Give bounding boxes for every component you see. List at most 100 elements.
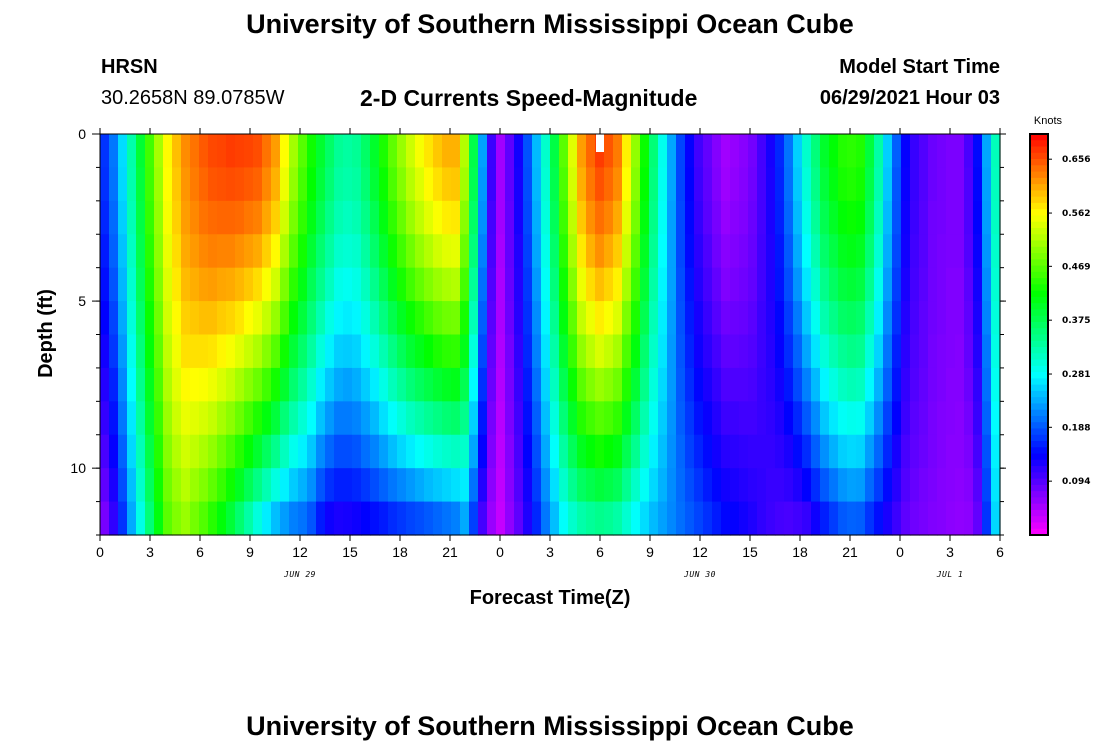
heatmap-cell — [307, 167, 317, 202]
heatmap-cell — [442, 434, 452, 469]
heatmap-cell — [271, 401, 281, 436]
heatmap-cell — [460, 301, 470, 336]
heatmap-cell — [154, 167, 164, 202]
heatmap-cell — [613, 200, 623, 235]
heatmap-cell — [640, 134, 650, 169]
heatmap-cell — [991, 367, 1001, 402]
heatmap-cell — [946, 434, 956, 469]
heatmap-cell — [523, 234, 533, 269]
heatmap-cell — [244, 301, 254, 336]
heatmap-cell — [244, 234, 254, 269]
colorbar-swatch — [1030, 365, 1048, 373]
heatmap-cell — [568, 468, 578, 503]
heatmap-cell — [586, 434, 596, 469]
heatmap-cell — [415, 401, 425, 436]
heatmap-cell — [910, 167, 920, 202]
heatmap-cell — [829, 501, 839, 536]
heatmap-cell — [901, 301, 911, 336]
heatmap-cell — [991, 334, 1001, 369]
heatmap-cell — [595, 434, 605, 469]
heatmap-cell — [757, 401, 767, 436]
colorbar-swatch — [1030, 321, 1048, 329]
colorbar-unit-label: Knots — [1034, 115, 1063, 127]
heatmap-cell — [325, 301, 335, 336]
heatmap-cell — [703, 401, 713, 436]
heatmap-cell — [568, 234, 578, 269]
colorbar-swatch — [1030, 140, 1048, 148]
heatmap-cell — [289, 334, 299, 369]
heatmap-cell — [955, 134, 965, 169]
heatmap-cell — [784, 200, 794, 235]
heatmap-cell — [820, 401, 830, 436]
heatmap-cell — [496, 301, 506, 336]
heatmap-cell — [424, 401, 434, 436]
heatmap-cell — [685, 334, 695, 369]
colorbar-swatch — [1030, 309, 1048, 317]
heatmap-cell — [766, 134, 776, 169]
heatmap-cell — [532, 401, 542, 436]
heatmap-cell — [199, 434, 209, 469]
heatmap-cell — [694, 434, 704, 469]
heatmap-cell — [154, 501, 164, 536]
heatmap-cell — [550, 234, 560, 269]
heatmap-cell — [793, 334, 803, 369]
heatmap-cell — [730, 401, 740, 436]
colorbar-swatch — [1030, 384, 1048, 392]
heatmap-cell — [676, 468, 686, 503]
heatmap-cell — [334, 367, 344, 402]
heatmap-cell — [388, 434, 398, 469]
heatmap-cell — [199, 167, 209, 202]
heatmap-cell — [208, 501, 218, 536]
heatmap-cell — [577, 501, 587, 536]
heatmap-cell — [802, 134, 812, 169]
colorbar-swatch — [1030, 434, 1048, 442]
heatmap-cell — [262, 434, 272, 469]
heatmap-cell — [235, 401, 245, 436]
heatmap-cell — [973, 267, 983, 302]
heatmap-cell — [523, 434, 533, 469]
heatmap-cell — [820, 468, 830, 503]
heatmap-cell — [172, 134, 182, 169]
y-tick-label: 0 — [78, 126, 86, 142]
heatmap-cell — [865, 200, 875, 235]
heatmap-cell — [550, 334, 560, 369]
heatmap-cell — [352, 501, 362, 536]
heatmap-cell — [505, 434, 515, 469]
heatmap-cell — [964, 200, 974, 235]
heatmap-cell — [901, 468, 911, 503]
heatmap-cell — [271, 234, 281, 269]
heatmap-cell — [802, 334, 812, 369]
heatmap-cell — [307, 134, 317, 169]
heatmap-cell — [919, 367, 929, 402]
heatmap-cell — [532, 234, 542, 269]
heatmap-cell — [685, 167, 695, 202]
heatmap-cell — [208, 434, 218, 469]
heatmap-cell — [334, 334, 344, 369]
heatmap-cell — [199, 401, 209, 436]
heatmap-cell — [946, 301, 956, 336]
heatmap-cell — [658, 367, 668, 402]
heatmap-cell — [523, 367, 533, 402]
heatmap-cell — [190, 267, 200, 302]
heatmap-cell — [451, 134, 461, 169]
heatmap-cell — [199, 334, 209, 369]
heatmap-cell — [847, 501, 857, 536]
heatmap-cell — [811, 267, 821, 302]
heatmap-cell — [766, 234, 776, 269]
heatmap-cell — [730, 501, 740, 536]
heatmap-cell — [514, 234, 524, 269]
heatmap-cell — [685, 401, 695, 436]
heatmap-cell — [847, 367, 857, 402]
heatmap-cell — [271, 301, 281, 336]
heatmap-cell — [739, 501, 749, 536]
heatmap-cell — [784, 267, 794, 302]
heatmap-cell — [694, 200, 704, 235]
heatmap-cell — [523, 267, 533, 302]
heatmap-cell — [280, 434, 290, 469]
heatmap-cell — [559, 468, 569, 503]
colorbar-swatch — [1030, 146, 1048, 154]
heatmap-cell — [622, 267, 632, 302]
heatmap-cell — [361, 234, 371, 269]
heatmap-cell — [145, 234, 155, 269]
x-tick-label: 18 — [392, 544, 408, 560]
